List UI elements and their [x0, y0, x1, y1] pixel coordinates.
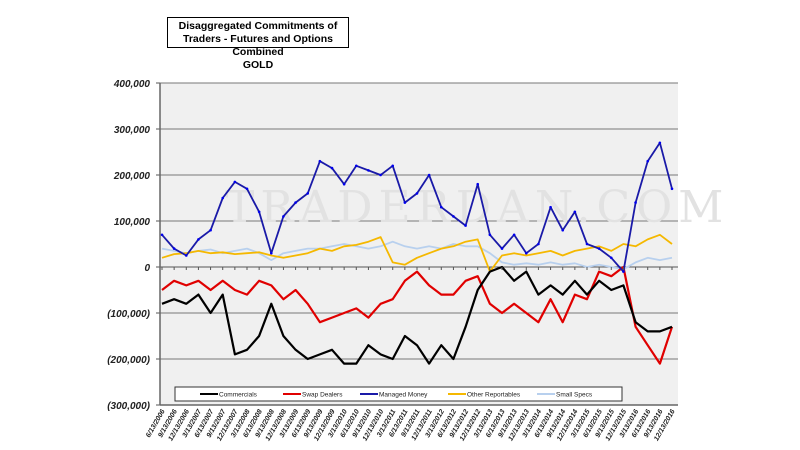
managed-money-point: [622, 270, 625, 273]
managed-money-point: [537, 242, 540, 246]
managed-money-point: [342, 182, 346, 186]
y-tick-label: (300,000): [107, 401, 150, 412]
managed-money-point: [476, 182, 480, 186]
managed-money-point: [403, 201, 407, 204]
chart-title-box: Disaggregated Commitments of Traders - F…: [167, 17, 349, 71]
managed-money-point: [415, 192, 419, 195]
y-tick-label: 0: [144, 263, 150, 274]
managed-money-point: [245, 187, 249, 191]
managed-money-point: [367, 169, 370, 172]
managed-money-point: [257, 210, 261, 214]
chart-subtitle: GOLD: [242, 59, 274, 71]
managed-money-point: [427, 173, 431, 177]
managed-money-point: [561, 228, 565, 232]
managed-money-point: [379, 173, 382, 177]
y-tick-label: (100,000): [107, 309, 150, 320]
managed-money-point: [233, 180, 237, 184]
managed-money-point: [439, 205, 443, 209]
managed-money-point: [330, 166, 334, 170]
series-line-commercials: [161, 265, 673, 365]
managed-money-point: [585, 242, 589, 246]
managed-money-point: [488, 233, 492, 237]
managed-money-point: [500, 247, 504, 250]
watermark: TRADERDAN.COM: [225, 182, 729, 233]
managed-money-point: [282, 215, 285, 218]
managed-money-point: [197, 238, 200, 241]
y-tick-label: 300,000: [114, 125, 151, 136]
managed-money-point: [294, 201, 297, 204]
managed-money-point: [184, 254, 188, 257]
managed-money-point: [646, 159, 650, 163]
managed-money-point: [318, 159, 322, 163]
managed-money-point: [464, 224, 467, 227]
managed-money-point: [452, 215, 455, 218]
managed-money-point: [597, 247, 601, 250]
plot-area: [160, 83, 678, 405]
managed-money-point: [391, 164, 395, 168]
legend-box: [174, 386, 623, 402]
managed-money-point: [209, 228, 212, 232]
managed-money-point: [524, 251, 528, 255]
managed-money-point: [549, 205, 552, 209]
series-line-other-reportables: [161, 233, 673, 273]
legend-label: Small Specs: [556, 392, 593, 399]
managed-money-point: [172, 247, 176, 250]
managed-money-point: [634, 201, 637, 204]
managed-money-point: [306, 192, 310, 195]
series-line-swap-dealers: [161, 265, 674, 365]
y-tick-label: 200,000: [113, 171, 151, 182]
chart-title: Disaggregated Commitments of Traders - F…: [178, 20, 338, 58]
y-tick-label: 100,000: [114, 217, 151, 228]
managed-money-point: [221, 196, 225, 200]
managed-money-point: [269, 251, 273, 255]
managed-money-point: [573, 210, 577, 214]
y-tick-label: 400,000: [113, 79, 151, 90]
managed-money-point: [160, 233, 164, 237]
managed-money-point: [354, 164, 358, 168]
legend-label: Swap Dealers: [302, 392, 343, 399]
managed-money-point: [512, 233, 516, 237]
legend-label: Commercials: [219, 392, 258, 399]
managed-money-point: [658, 141, 662, 145]
managed-money-point: [609, 256, 613, 260]
legend-label: Managed Money: [379, 392, 428, 399]
legend-label: Other Reportables: [467, 392, 521, 399]
managed-money-point: [670, 187, 674, 191]
y-tick-label: (200,000): [107, 355, 150, 366]
